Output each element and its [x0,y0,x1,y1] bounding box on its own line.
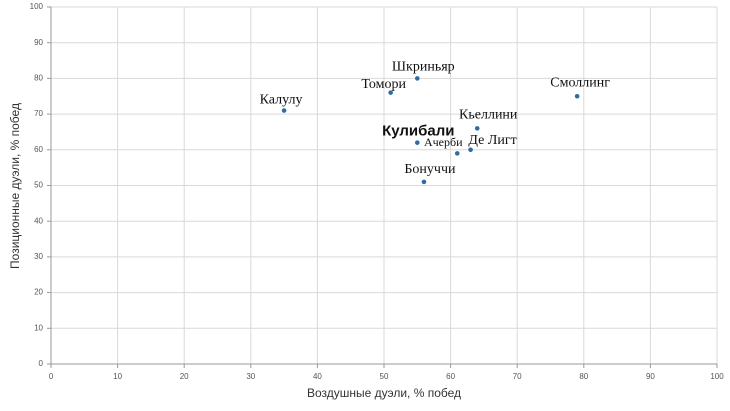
point [454,151,460,156]
point-label: Смоллинг [550,75,610,90]
point-label: Кулибали [382,123,454,140]
point [574,93,580,99]
x-axis-title: Воздушные дуэли, % побед [307,386,461,400]
y-tick-label: 80 [34,74,43,83]
y-tick-label: 40 [34,216,43,225]
point [415,140,420,145]
x-tick-label: 70 [513,372,522,381]
point-label: Де Лигт [468,133,516,148]
point [281,108,287,113]
y-tick-label: 30 [34,252,43,261]
point-label: Шкриньяр [392,60,455,75]
point-label: Кьеллини [459,108,518,123]
y-tick-label: 60 [34,145,43,154]
y-tick-label: 90 [34,38,43,47]
y-tick-label: 70 [34,109,43,118]
y-tick-label: 20 [34,288,43,297]
point-label: Томори [361,77,406,92]
point-label: Калулу [260,93,303,108]
point-label: Бонуччи [404,162,456,177]
point [474,126,480,131]
y-tick-label: 0 [39,359,44,368]
x-tick-label: 90 [646,372,655,381]
x-tick-label: 0 [49,372,54,381]
x-tick-label: 100 [710,372,724,381]
point [468,147,473,153]
x-tick-label: 40 [313,372,322,381]
y-axis-title: Позиционные дуэли, % побед [8,103,22,269]
x-tick-label: 30 [246,372,255,381]
x-tick-label: 10 [113,372,122,381]
x-tick-label: 80 [579,372,588,381]
point [421,179,427,185]
x-tick-label: 50 [380,372,389,381]
point-label: Ачерби [424,135,463,149]
y-tick-label: 10 [34,323,43,332]
point [415,76,420,81]
y-tick-label: 100 [30,2,44,11]
x-tick-label: 20 [180,372,189,381]
x-tick-label: 60 [446,372,455,381]
point [388,90,393,95]
y-tick-label: 50 [34,181,43,190]
